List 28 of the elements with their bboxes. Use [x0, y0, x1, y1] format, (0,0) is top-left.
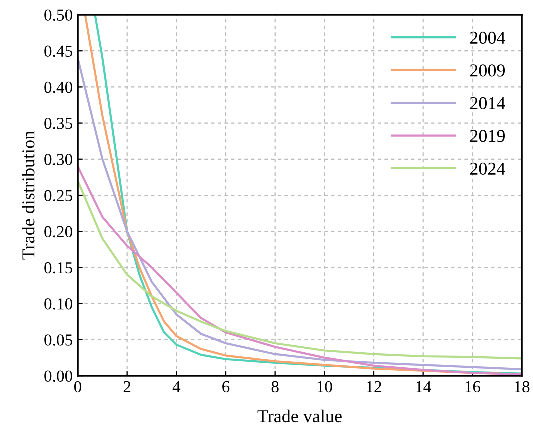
x-tick-label: 16: [466, 381, 481, 393]
x-tick-label: 12: [367, 381, 382, 392]
y-tick-label: 0.00: [44, 370, 73, 382]
legend-label: 2019: [470, 130, 506, 142]
x-tick-label: 8: [272, 381, 279, 393]
y-tick-label: 0.05: [44, 334, 72, 346]
x-tick-label: 6: [222, 381, 230, 393]
y-tick-label: 0.45: [44, 46, 72, 58]
x-tick-label: 18: [515, 381, 530, 393]
y-axis-title: Trade distribution: [22, 131, 35, 260]
legend-label: 2024: [470, 162, 506, 176]
x-tick-label: 14: [416, 381, 432, 392]
x-tick-label: 2: [124, 381, 131, 392]
legend-label: 2014: [470, 97, 506, 110]
legend-label: 2009: [470, 64, 506, 77]
x-axis-title: Trade value: [258, 410, 342, 423]
y-tick-label: 0.30: [44, 154, 73, 166]
y-tick-label: 0.50: [44, 10, 73, 22]
y-tick-label: 0.15: [44, 262, 72, 274]
y-tick-label: 0.35: [44, 118, 72, 130]
x-tick-label: 10: [318, 381, 332, 393]
y-tick-label: 0.10: [44, 298, 73, 310]
y-tick-label: 0.25: [44, 190, 72, 202]
legend-label: 2004: [470, 32, 506, 44]
y-tick-label: 0.40: [44, 82, 73, 94]
x-tick-label: 0: [74, 381, 82, 393]
x-tick-label: 4: [172, 381, 181, 392]
y-tick-label: 0.20: [44, 226, 73, 238]
